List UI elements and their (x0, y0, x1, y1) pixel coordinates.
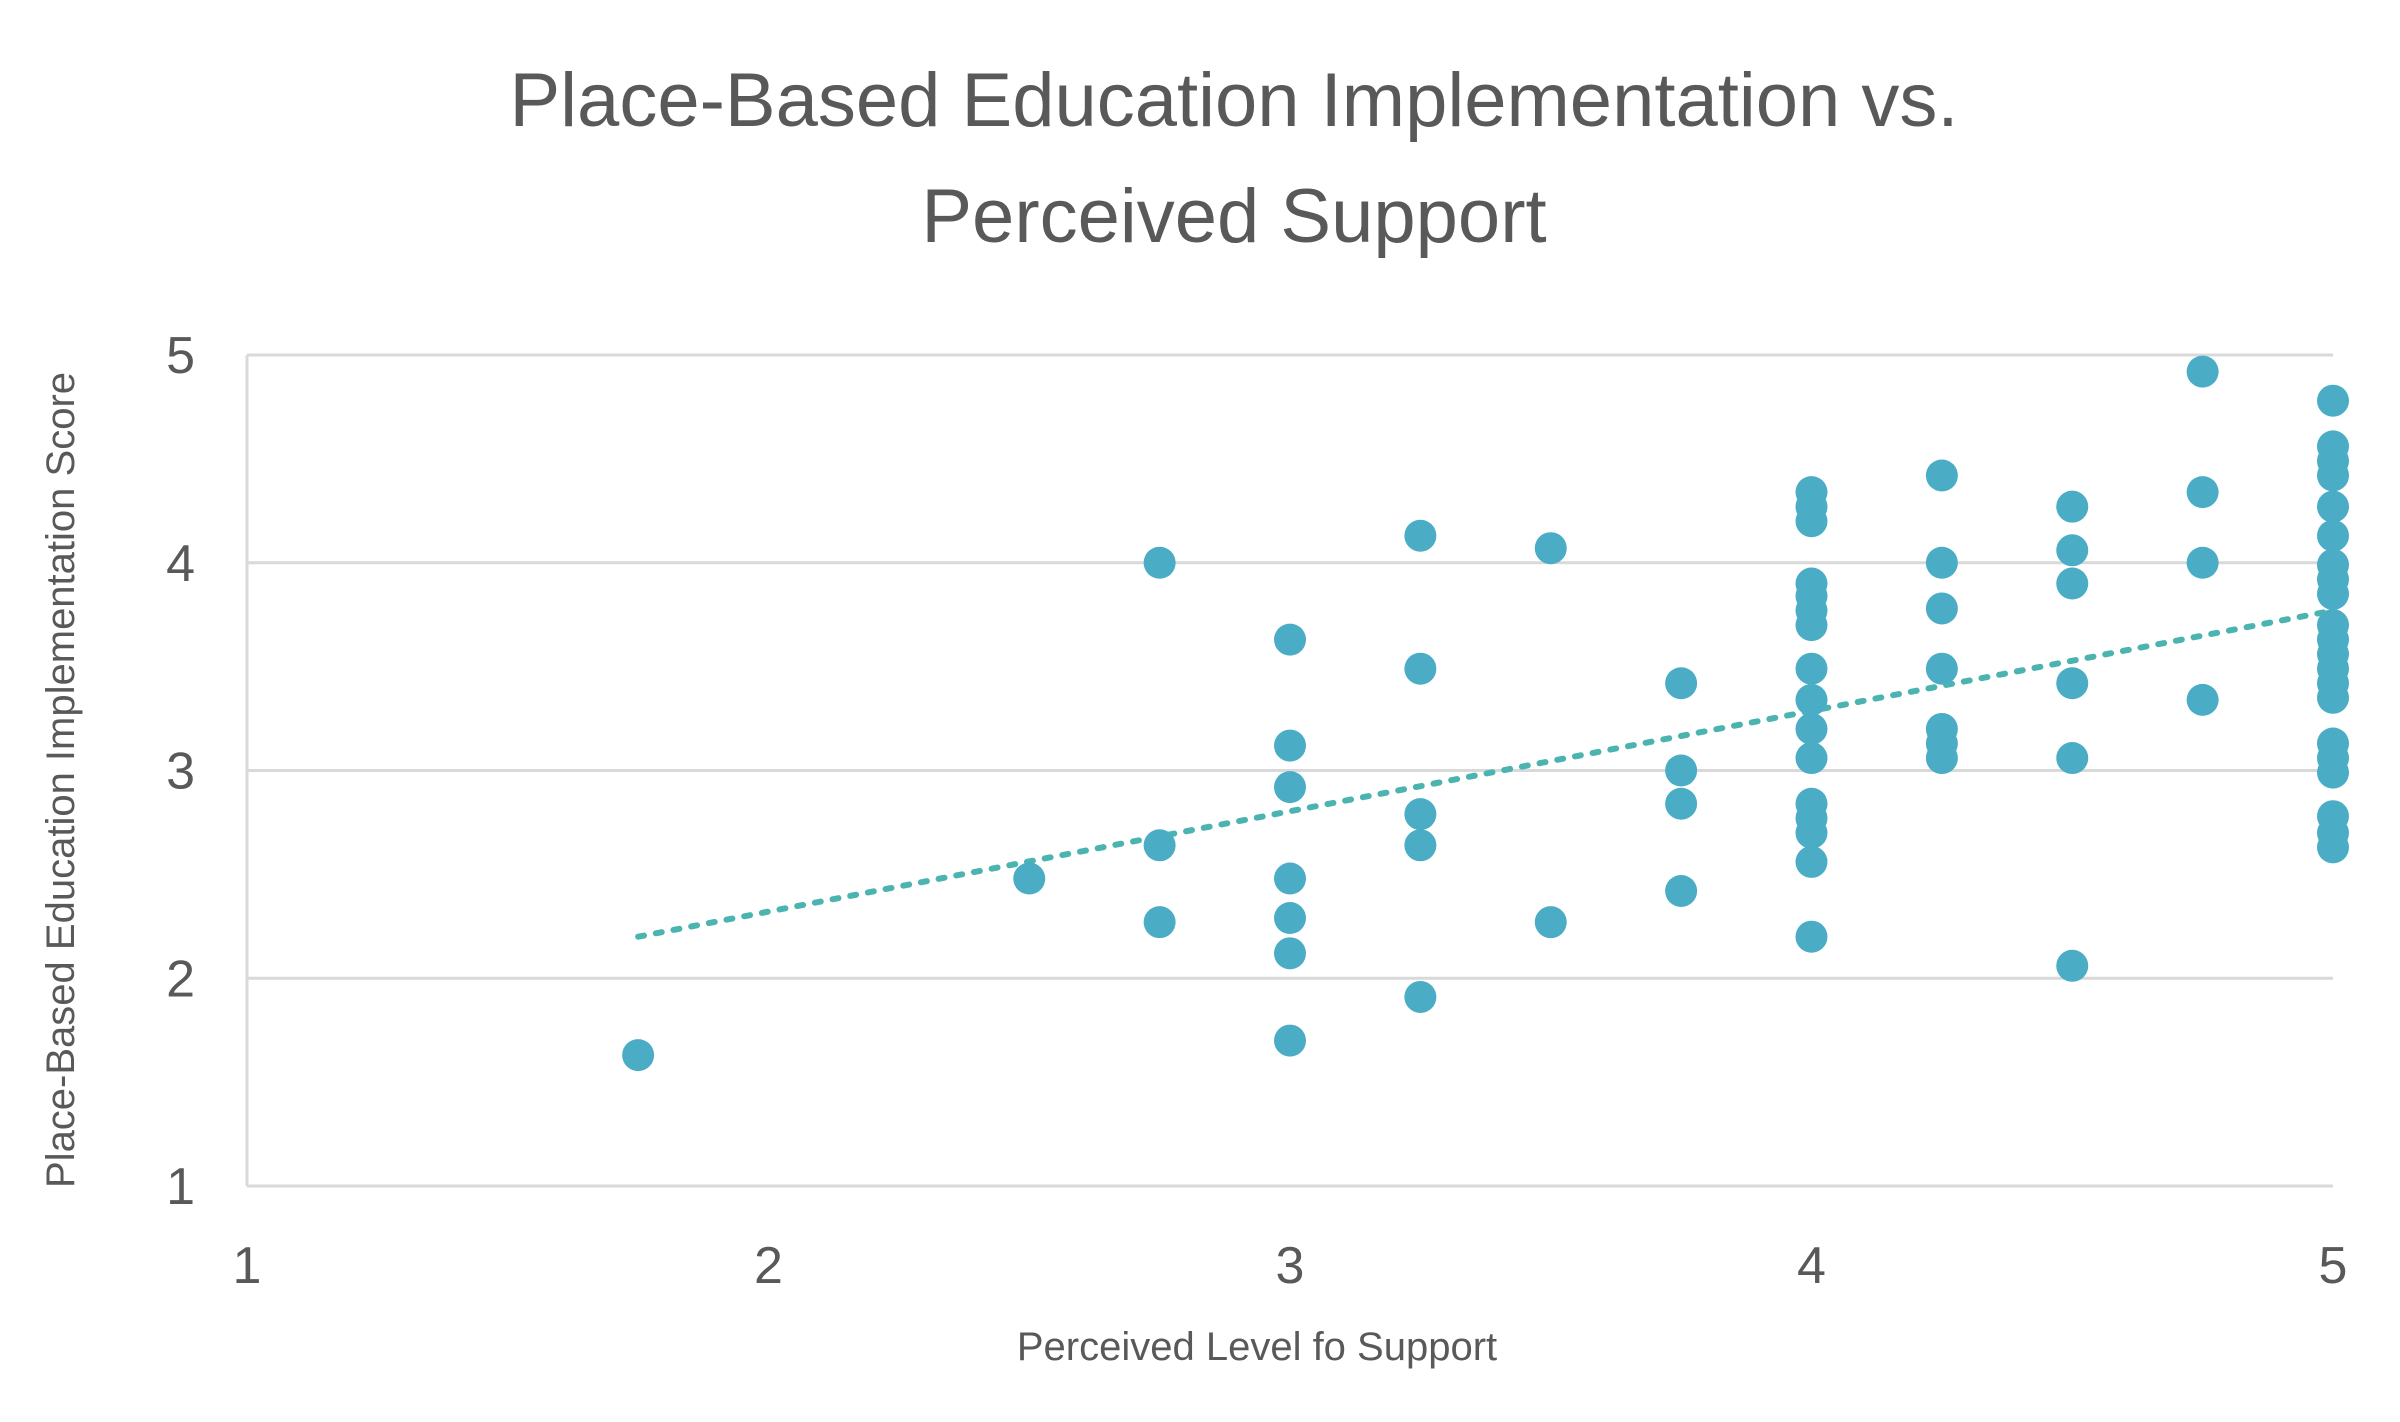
data-point (1795, 816, 1828, 849)
data-point (2317, 519, 2349, 552)
chart-title-line-1: Place-Based Education Implementation vs. (509, 58, 1958, 143)
data-point (2056, 742, 2089, 775)
data-point (1795, 742, 1828, 775)
data-point (1143, 906, 1176, 939)
data-point (1143, 546, 1176, 579)
x-axis-ticks: 1 2 3 4 5 (233, 1237, 2348, 1295)
data-point (1274, 771, 1306, 804)
data-point (1795, 845, 1828, 878)
data-point (1404, 980, 1437, 1013)
data-point (2056, 490, 2089, 523)
data-point (2186, 355, 2219, 388)
data-point (2056, 667, 2089, 700)
data-point (1534, 532, 1567, 565)
data-point (1404, 519, 1437, 552)
data-point (1404, 829, 1437, 862)
data-point (1795, 920, 1828, 953)
data-point (1925, 742, 1958, 775)
data-point (1665, 787, 1698, 820)
data-point (1925, 459, 1958, 492)
y-tick-label: 2 (166, 950, 195, 1008)
y-tick-label: 5 (166, 327, 195, 385)
data-point (1143, 829, 1176, 862)
x-axis-label: Perceived Level fo Support (1017, 1325, 1497, 1369)
data-point (1274, 1024, 1306, 1057)
data-point (2186, 476, 2219, 509)
data-point (1795, 609, 1828, 642)
x-tick-label: 3 (1276, 1237, 1305, 1295)
data-point (2317, 831, 2349, 864)
data-point (2186, 683, 2219, 716)
data-point (1274, 937, 1306, 970)
trendline (635, 607, 2336, 940)
data-point (1274, 862, 1306, 895)
data-point (1274, 729, 1306, 762)
data-point (1013, 862, 1046, 895)
data-point (2186, 546, 2219, 579)
data-point (1404, 652, 1437, 685)
x-tick-label: 5 (2319, 1237, 2348, 1295)
data-point (2056, 534, 2089, 567)
x-tick-label: 2 (754, 1237, 783, 1295)
y-axis-label: Place-Based Education Implementation Sco… (39, 372, 83, 1188)
data-point (2317, 756, 2349, 789)
data-points (622, 355, 2349, 1072)
y-tick-label: 1 (166, 1158, 195, 1216)
data-point (622, 1039, 655, 1072)
data-point (1925, 592, 1958, 625)
data-point (2056, 949, 2089, 982)
data-point (2317, 577, 2349, 610)
data-point (1274, 902, 1306, 935)
data-point (2317, 681, 2349, 714)
chart-title-line-2: Perceived Support (921, 174, 1546, 259)
data-point (1925, 652, 1958, 685)
data-point (1534, 906, 1567, 939)
data-point (2056, 567, 2089, 600)
data-point (1665, 754, 1698, 787)
y-axis-ticks: 1 2 3 4 5 (166, 327, 195, 1216)
data-point (2317, 490, 2349, 523)
data-point (2317, 384, 2349, 417)
x-tick-label: 1 (233, 1237, 262, 1295)
data-point (2317, 459, 2349, 492)
data-point (1274, 623, 1306, 656)
y-tick-label: 4 (166, 535, 195, 593)
data-point (1795, 683, 1828, 716)
data-point (1925, 546, 1958, 579)
gridlines (245, 353, 2333, 1186)
y-tick-label: 3 (166, 743, 195, 801)
x-tick-label: 4 (1797, 1237, 1826, 1295)
data-point (1665, 667, 1698, 700)
data-point (1795, 712, 1828, 745)
data-point (1795, 652, 1828, 685)
data-point (1665, 874, 1698, 907)
data-point (1795, 505, 1828, 538)
data-point (1404, 798, 1437, 831)
